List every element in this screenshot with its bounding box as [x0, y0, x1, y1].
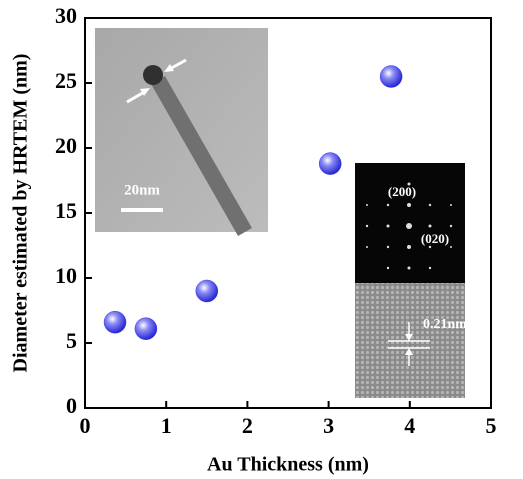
y-tick-label: 5	[66, 328, 77, 353]
y-axis-label: Diameter estimated by HRTEM (nm)	[10, 54, 32, 373]
y-tick-label: 25	[55, 68, 77, 93]
point	[195, 279, 219, 303]
lattice-inset: 0.21nm	[355, 283, 467, 398]
x-tick-label: 1	[161, 413, 172, 438]
x-tick-label: 3	[323, 413, 334, 438]
tem-inset: 20nm	[95, 28, 268, 236]
x-axis-label: Au Thickness (nm)	[207, 454, 369, 476]
x-tick-label: 4	[404, 413, 415, 438]
y-tick-label: 0	[66, 393, 77, 418]
diffraction-label: (020)	[421, 231, 449, 246]
diffraction-label: (200)	[388, 184, 416, 199]
y-tick-label: 15	[55, 198, 77, 223]
x-tick-label: 2	[242, 413, 253, 438]
x-tick-label: 0	[80, 413, 91, 438]
y-tick-label: 30	[55, 3, 77, 28]
point	[318, 152, 342, 175]
x-tick-label: 5	[486, 413, 497, 438]
y-tick-label: 20	[55, 133, 77, 158]
lattice-label: 0.21nm	[423, 317, 467, 332]
point	[103, 310, 127, 334]
scale-bar-label: 20nm	[124, 182, 160, 198]
diffraction-inset: (200) (020)	[355, 163, 465, 283]
y-tick-label: 10	[55, 263, 77, 288]
point	[379, 65, 403, 88]
point	[134, 317, 158, 340]
